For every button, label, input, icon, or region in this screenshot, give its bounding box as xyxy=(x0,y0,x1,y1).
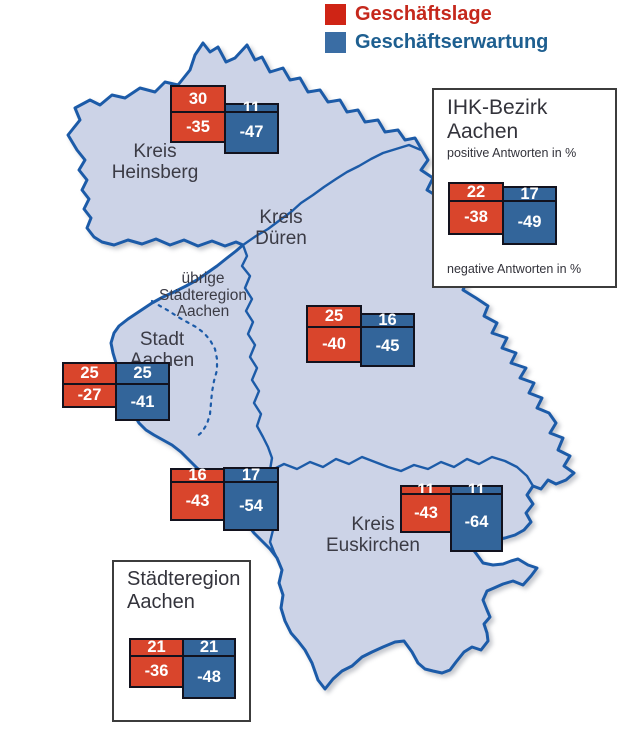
geschaeftslage-positive-value: 25 xyxy=(306,305,362,328)
geschaeftslage-negative-value: -27 xyxy=(62,383,117,408)
infobox-staedteregion-aachen: Städteregion Aachen 21 -36 21 -48 xyxy=(112,560,251,722)
region-label-line: Kreis xyxy=(259,207,303,228)
legend-label-geschaeftslage: Geschäftslage xyxy=(355,3,492,25)
geschaeftserwartung-negative-value: -45 xyxy=(360,326,415,367)
geschaeftslage-swatch-icon xyxy=(325,4,346,25)
geschaeftserwartung-negative-value: -54 xyxy=(223,481,279,531)
region-label-kreis-heinsberg: Kreis Heinsberg xyxy=(90,141,220,184)
legend-label-geschaeftserwartung: Geschäftserwartung xyxy=(355,31,549,53)
geschaeftserwartung-negative-value: -41 xyxy=(115,383,170,421)
region-label-line: Kreis xyxy=(133,141,177,162)
infobox-title-line: IHK-Bezirk xyxy=(447,96,548,119)
geschaeftslage-negative-value: -35 xyxy=(170,111,226,143)
region-label-line: Städteregion xyxy=(159,286,247,304)
region-label-line: Aachen xyxy=(176,303,230,321)
region-label-line: Heinsberg xyxy=(111,162,199,184)
geschaeftserwartung-negative-value: -49 xyxy=(502,200,557,245)
legend: Geschäftslage Geschäftserwartung xyxy=(325,3,548,59)
border-dueren-euskirchen xyxy=(271,455,535,487)
geschaeftslage-positive-value: 25 xyxy=(62,362,117,385)
geschaeftserwartung-negative-value: -48 xyxy=(182,655,236,699)
geschaeftslage-negative-value: -40 xyxy=(306,326,362,363)
geschaeftslage-positive-value: 22 xyxy=(448,182,504,202)
region-label-line: Euskirchen xyxy=(326,535,420,557)
geschaeftserwartung-positive-value: 25 xyxy=(115,362,170,385)
geschaeftserwartung-negative-value: -47 xyxy=(224,111,279,154)
positive-note: positive Antworten in % xyxy=(447,146,577,160)
region-label-uebrige-staedteregion: übrige Städteregion Aachen xyxy=(142,270,264,321)
region-label-line: Kreis xyxy=(351,514,395,535)
legend-item-geschaeftslage: Geschäftslage xyxy=(325,3,548,26)
border-heinsberg-dueren xyxy=(242,143,422,246)
infobox-title-line: Aachen xyxy=(447,120,519,144)
geschaeftslage-negative-value: -43 xyxy=(170,481,225,521)
infobox-title: Städteregion Aachen xyxy=(127,568,240,614)
region-label-line: Düren xyxy=(255,228,307,250)
infobox-title-line: Aachen xyxy=(127,591,195,613)
geschaeftslage-negative-value: -36 xyxy=(129,655,184,688)
geschaeftserwartung-negative-value: -64 xyxy=(450,493,503,552)
geschaeftserwartung-swatch-icon xyxy=(325,32,346,53)
infobox-title: IHK-Bezirk Aachen xyxy=(447,96,547,144)
geschaeftserwartung-positive-value: 17 xyxy=(502,186,557,202)
legend-item-geschaeftserwartung: Geschäftserwartung xyxy=(325,31,548,54)
geschaeftslage-negative-value: -38 xyxy=(448,200,504,235)
negative-note: negative Antworten in % xyxy=(447,262,582,276)
region-label-kreis-dueren: Kreis Düren xyxy=(225,207,337,250)
region-label-line: übrige xyxy=(181,270,225,287)
geschaeftserwartung-positive-value: 16 xyxy=(360,312,415,329)
region-label-kreis-euskirchen: Kreis Euskirchen xyxy=(317,514,429,557)
region-label-line: Stadt xyxy=(139,329,185,350)
infobox-ihk-bezirk-aachen: IHK-Bezirk Aachen positive Antworten in … xyxy=(432,88,617,288)
geschaeftserwartung-positive-value: 21 xyxy=(182,638,236,657)
geschaeftslage-positive-value: 30 xyxy=(170,85,226,113)
geschaeftslage-negative-value: -43 xyxy=(400,493,452,533)
infobox-title-line: Städteregion xyxy=(127,568,241,590)
